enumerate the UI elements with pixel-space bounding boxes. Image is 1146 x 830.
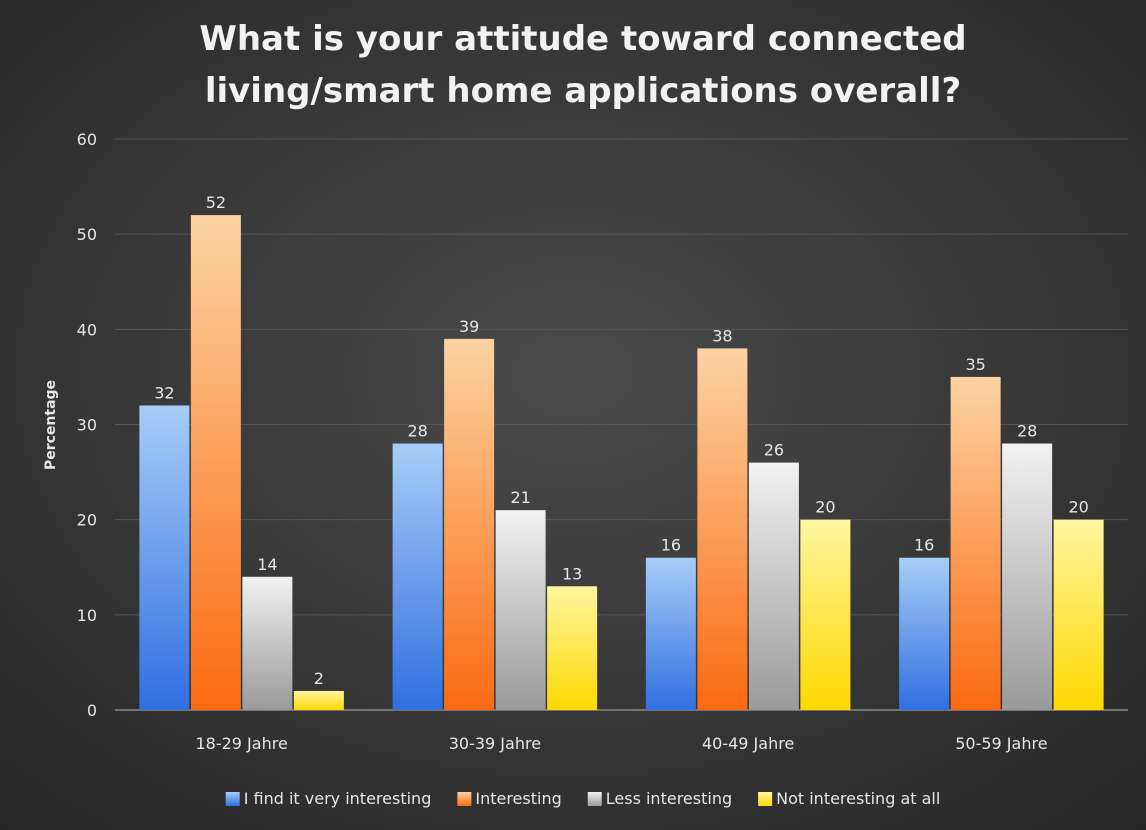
- bar: [392, 443, 443, 710]
- data-label: 28: [1017, 422, 1037, 441]
- legend-swatch: [758, 792, 773, 806]
- legend-label: I find it very interesting: [244, 789, 432, 808]
- y-tick-label: 10: [77, 606, 97, 625]
- data-label: 20: [815, 498, 835, 517]
- chart-title-line-1: What is your attitude toward connected: [199, 19, 966, 59]
- data-label: 28: [407, 422, 427, 441]
- legend-label: Interesting: [475, 789, 561, 808]
- x-tick-label: 50-59 Jahre: [955, 734, 1047, 753]
- x-tick-label: 40-49 Jahre: [702, 734, 794, 753]
- data-label: 20: [1068, 498, 1088, 517]
- bar: [1053, 519, 1104, 710]
- data-label: 39: [459, 317, 479, 336]
- legend-item: Less interesting: [587, 789, 732, 808]
- y-axis-ticks: 0 10 20 30 40 50 60: [77, 130, 97, 720]
- bar: [547, 586, 598, 710]
- y-tick-label: 30: [77, 416, 97, 435]
- legend-item: I find it very interesting: [225, 789, 432, 808]
- bar: [748, 462, 799, 710]
- bar: [293, 690, 344, 710]
- legend-item: Interesting: [457, 789, 562, 808]
- bar: [139, 405, 190, 710]
- data-labels: 32 52 14 2 28 39 21 13 16 38 26 20 16 35 28 20: [154, 193, 1089, 688]
- legend-label: Not interesting at all: [776, 789, 940, 808]
- y-axis-title: Percentage: [43, 380, 59, 470]
- data-label: 52: [206, 193, 226, 212]
- legend: I find it very interesting Interesting Les…: [225, 789, 940, 808]
- data-label: 38: [712, 326, 732, 345]
- legend-item: Not interesting at all: [758, 789, 940, 808]
- x-axis-ticks: 18-29 Jahre 30-39 Jahre 40-49 Jahre 50-59 J…: [195, 734, 1047, 753]
- x-tick-label: 30-39 Jahre: [449, 734, 541, 753]
- bar: [1002, 443, 1053, 710]
- chart-title-line-2: living/smart home applications overall?: [205, 71, 961, 111]
- bar: [645, 557, 696, 710]
- y-tick-label: 40: [77, 320, 97, 339]
- bar: [697, 348, 748, 710]
- data-label: 21: [510, 488, 530, 507]
- y-tick-label: 20: [77, 511, 97, 530]
- bar: [190, 215, 241, 710]
- legend-swatch: [225, 792, 240, 806]
- data-label: 16: [914, 536, 934, 555]
- data-label: 26: [764, 441, 784, 460]
- y-tick-label: 0: [87, 701, 97, 720]
- y-tick-label: 60: [77, 130, 97, 149]
- bar: [800, 519, 851, 710]
- data-label: 14: [257, 555, 277, 574]
- bar: [899, 557, 950, 710]
- bar: [242, 576, 293, 710]
- bar: [444, 338, 495, 710]
- bars: [139, 215, 1104, 710]
- legend-label: Less interesting: [606, 789, 732, 808]
- chart-title: What is your attitude toward connected l…: [199, 19, 966, 111]
- y-tick-label: 50: [77, 225, 97, 244]
- data-label: 35: [965, 355, 985, 374]
- x-tick-label: 18-29 Jahre: [195, 734, 287, 753]
- bar: [950, 376, 1001, 710]
- data-label: 13: [562, 564, 582, 583]
- data-label: 2: [314, 669, 324, 688]
- bar: [495, 510, 546, 710]
- legend-swatch: [457, 792, 472, 806]
- legend-swatch: [587, 792, 602, 806]
- data-label: 16: [661, 536, 681, 555]
- data-label: 32: [154, 383, 174, 402]
